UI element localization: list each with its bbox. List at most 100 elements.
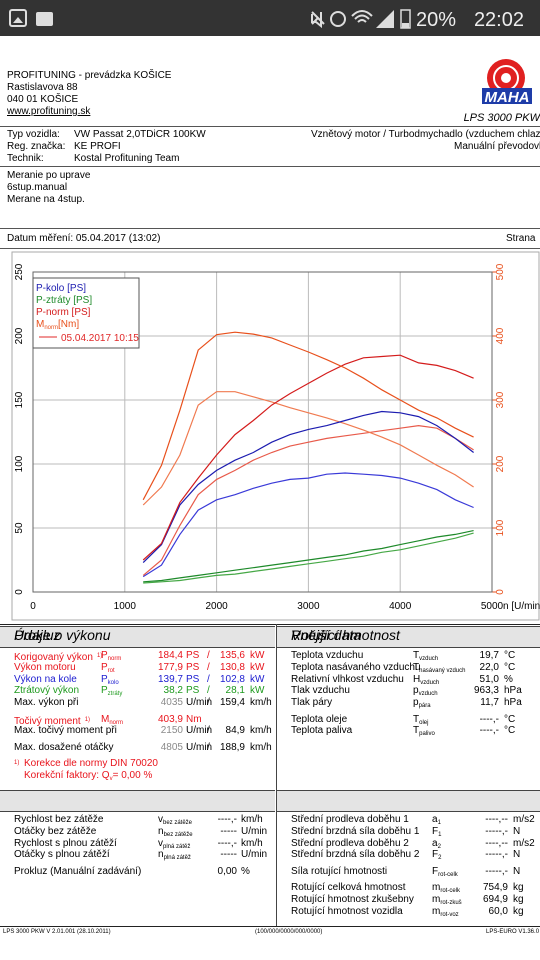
row-symbol-text: a	[432, 837, 438, 849]
subscript: nasávaný vzduch	[419, 667, 466, 674]
row-label: Rotující hmotnost vozidla	[291, 905, 403, 917]
row-symbol-text: P	[101, 685, 108, 697]
row-label: Max. točivý moment při	[14, 725, 117, 737]
row-value: 11,7	[480, 697, 499, 709]
row-value: 963,3	[473, 685, 499, 697]
x-tick-label: 0	[30, 601, 36, 612]
row-unit: kW	[250, 685, 265, 697]
subscript: palivo	[419, 731, 435, 738]
subscript: v	[109, 775, 113, 782]
subscript: 1	[437, 820, 441, 826]
row-unit: U/min	[186, 697, 213, 709]
row-symbol-text: n	[158, 825, 164, 837]
row-symbol: pvzduch	[413, 685, 438, 700]
row-value: ----,-	[479, 713, 499, 725]
line-series	[142, 410, 474, 564]
row-symbol: Tpalivo	[413, 725, 435, 740]
rule	[0, 126, 540, 127]
row-unit: °C	[504, 725, 516, 737]
row-separator: /	[207, 725, 210, 737]
section-title: Vnější data	[291, 627, 362, 643]
line-series	[142, 424, 474, 576]
row-symbol: mrot-voz	[432, 906, 459, 921]
row-separator: /	[207, 741, 210, 753]
row-value: 403,9	[157, 713, 183, 725]
row-symbol: Pkolo	[101, 674, 119, 689]
company-line: 040 01 KOŠICE	[7, 94, 79, 105]
subscript: kolo	[107, 679, 119, 686]
row-value: 177,9	[157, 661, 183, 673]
footnote-text: Korekční faktory: Q	[24, 769, 110, 781]
section-bar	[277, 626, 540, 648]
footnote: Korekce dle normy DIN 70020	[24, 757, 158, 769]
row-unit: km/h	[250, 725, 272, 737]
logo-gear	[501, 73, 511, 83]
rule	[0, 624, 540, 625]
row-unit: kg	[513, 882, 524, 893]
row-symbol: nbez zátěže	[158, 826, 193, 841]
footnote-text: = 0,00 %	[112, 769, 153, 781]
row-symbol-text: T	[413, 713, 420, 725]
row-unit: °C	[504, 661, 516, 673]
row-unit: N	[513, 849, 521, 861]
row-unit: PS	[186, 685, 200, 697]
row-symbol: mrot-celk	[432, 882, 460, 897]
row-symbol: Pnorm	[101, 650, 121, 665]
company-line: www.profituning.sk	[7, 106, 91, 117]
row-symbol-text: n	[158, 849, 164, 861]
row-unit: hPa	[504, 685, 522, 697]
legend-text: M	[36, 319, 44, 330]
row-unit: km/h	[250, 697, 272, 709]
line-series	[142, 391, 474, 506]
legend-entry: 05.04.2017 10:15	[61, 333, 139, 344]
row-label: Teplota paliva	[291, 725, 353, 737]
section-title: Rotující hmotnost	[291, 627, 400, 643]
signal-icon	[376, 10, 394, 28]
legend-entry: P-ztráty [PS]	[36, 295, 92, 306]
x-tick-label: 5000	[481, 601, 504, 612]
section-title: Prokluz	[14, 627, 61, 643]
row-symbol: a1	[432, 814, 441, 829]
legend: P-kolo [PS]P-ztráty [PS]P-norm [PS]Mnorm…	[32, 277, 140, 349]
row-label: Výkon motoru	[14, 661, 76, 673]
row-unit: U/min	[241, 849, 268, 861]
row-unit: km/h	[250, 741, 272, 753]
row-value: 102,8	[219, 673, 245, 685]
vehicle-label: Typ vozidla:	[7, 129, 60, 140]
row-value: 754,9	[482, 882, 508, 893]
subscript: 2	[438, 855, 442, 862]
row-symbol-text: F	[432, 849, 439, 861]
row-unit: kW	[250, 673, 265, 685]
subscript: rot-zkuš	[440, 899, 462, 906]
row-value: -----,-	[485, 849, 508, 861]
rule	[0, 166, 540, 167]
note: Merane na 4stup.	[7, 194, 85, 205]
row-symbol-text: P	[101, 650, 108, 661]
legend-text: P-kolo [PS]	[36, 283, 86, 294]
row-unit: U/min	[241, 825, 268, 837]
row-symbol: F2	[432, 849, 441, 864]
subscript: 2	[437, 843, 441, 850]
subscript: pára	[418, 703, 431, 710]
vehicle-value: VW Passat 2,0TDiCR 100KW	[74, 129, 206, 140]
vehicle-value: Kostal Profituning Team	[74, 153, 180, 164]
section-bar	[0, 790, 275, 812]
subscript: plná zátěž	[163, 855, 191, 862]
plot-frame	[11, 251, 540, 621]
subscript: vzduch	[418, 691, 438, 698]
gallery-icon	[9, 9, 27, 27]
row-symbol-text: m	[432, 893, 441, 905]
row-symbol-text: F	[432, 825, 439, 837]
row-symbol-text: P	[101, 661, 108, 673]
row-symbol: Tolej	[413, 714, 428, 729]
legend-entry: P-kolo [PS]	[36, 283, 86, 294]
vehicle-value: KE PROFI	[74, 141, 121, 152]
row-symbol: vbez zátěže	[158, 814, 192, 829]
store-icon	[36, 12, 53, 26]
row-value: 159,4	[219, 697, 245, 709]
vehicle-info: Manuální převodovka	[454, 141, 540, 152]
row-symbol: mrot-zkuš	[432, 894, 462, 909]
plot-area	[32, 271, 493, 593]
row-value: 2150	[160, 725, 183, 737]
clock: 22:02	[474, 9, 524, 31]
